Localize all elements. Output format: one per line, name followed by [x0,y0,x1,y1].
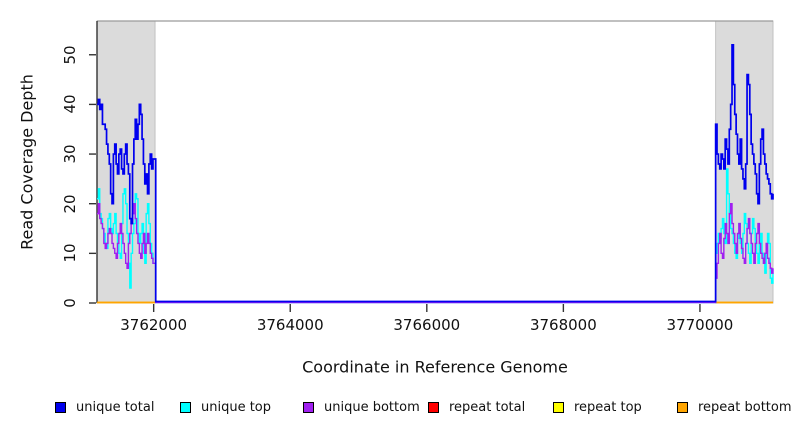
x-tick-label: 3768000 [529,316,597,334]
legend-label: unique total [76,399,155,415]
legend-swatch-icon [180,401,191,413]
legend-item-unique-top: unique top [180,399,272,415]
y-tick-label: 0 [61,298,79,308]
y-tick-label: 50 [61,45,79,65]
y-tick-label: 40 [61,94,79,114]
legend-item-unique-total: unique total [55,399,155,415]
legend-label: unique bottom [324,399,420,415]
legend-item-repeat-top: repeat top [553,399,642,415]
legend-item-unique-bottom: unique bottom [303,399,420,415]
y-axis-title: Read Coverage Depth [17,74,37,250]
legend-label: repeat bottom [698,399,792,415]
x-tick-label: 3764000 [256,316,324,334]
legend-swatch-icon [303,401,314,413]
legend-label: repeat total [449,399,526,415]
legend-item-repeat-total: repeat total [428,399,526,415]
legend-label: unique top [201,399,272,415]
x-tick-label: 3770000 [666,316,734,334]
x-axis-title: Coordinate in Reference Genome [302,357,568,377]
x-tick-label: 3762000 [120,316,188,334]
legend-swatch-icon [428,401,439,413]
x-tick-label: 3766000 [393,316,461,334]
y-tick-label: 20 [61,194,79,214]
legend-label: repeat top [574,399,642,415]
legend-swatch-icon [677,401,688,413]
legend-swatch-icon [55,401,66,413]
y-tick-label: 30 [61,144,79,164]
legend-swatch-icon [553,401,564,413]
y-tick-label: 10 [61,243,79,263]
legend-item-repeat-bottom: repeat bottom [677,399,792,415]
